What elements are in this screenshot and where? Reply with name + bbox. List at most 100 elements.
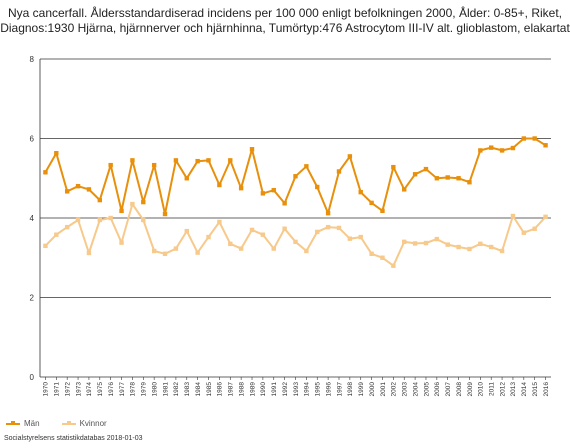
x-tick-label: 1999 xyxy=(358,382,365,397)
legend-item-man[interactable]: Män xyxy=(6,419,40,428)
data-point-0 xyxy=(141,199,146,205)
data-point-1 xyxy=(532,226,537,231)
data-point-1 xyxy=(543,214,548,220)
data-point-0 xyxy=(402,187,407,192)
x-tick-label: 2008 xyxy=(456,382,463,397)
data-point-1 xyxy=(195,250,200,255)
data-point-0 xyxy=(162,211,168,217)
y-tick-label: 8 xyxy=(30,55,35,64)
data-point-0 xyxy=(75,184,81,189)
x-tick-label: 1972 xyxy=(64,382,71,397)
y-tick-label: 2 xyxy=(30,294,35,303)
x-tick-label: 1987 xyxy=(228,382,235,397)
data-point-1 xyxy=(434,236,440,242)
data-point-1 xyxy=(391,263,396,268)
chart-subtitle: Diagnos:1930 Hjärna, hjärnnerver och hjä… xyxy=(0,21,570,35)
data-point-1 xyxy=(228,241,233,247)
x-tick-label: 1996 xyxy=(325,382,332,397)
data-point-0 xyxy=(478,148,483,153)
data-point-0 xyxy=(325,211,331,216)
data-point-0 xyxy=(130,158,135,163)
data-point-1 xyxy=(412,241,418,246)
x-tick-label: 1979 xyxy=(141,382,148,397)
data-point-0 xyxy=(434,176,440,181)
data-point-1 xyxy=(97,217,102,223)
x-tick-label: 1993 xyxy=(293,382,300,397)
data-point-0 xyxy=(543,143,548,148)
y-tick-label: 6 xyxy=(30,135,35,144)
x-tick-label: 2010 xyxy=(478,382,485,397)
data-point-0 xyxy=(228,158,233,163)
data-point-1 xyxy=(141,217,146,223)
data-point-0 xyxy=(293,174,298,179)
data-point-1 xyxy=(402,239,407,245)
x-tick-label: 1988 xyxy=(238,382,245,397)
data-point-1 xyxy=(315,229,320,235)
data-point-1 xyxy=(75,217,81,223)
x-tick-label: 1991 xyxy=(271,382,278,397)
x-tick-label: 2011 xyxy=(489,382,496,396)
x-tick-label: 2015 xyxy=(532,382,539,397)
x-tick-label: 1997 xyxy=(336,382,343,397)
data-point-0 xyxy=(315,184,320,190)
data-point-0 xyxy=(521,136,527,141)
x-tick-label: 1976 xyxy=(108,382,115,397)
x-tick-label: 2016 xyxy=(543,382,550,397)
x-tick-label: 2000 xyxy=(369,382,376,397)
source-note: Socialstyrelsens statistikdatabas 2018-0… xyxy=(4,435,143,442)
data-point-1 xyxy=(336,225,342,231)
data-point-0 xyxy=(532,136,537,141)
data-point-0 xyxy=(423,166,429,172)
data-point-0 xyxy=(369,200,374,206)
data-point-0 xyxy=(271,187,276,193)
data-point-0 xyxy=(391,164,396,170)
data-point-1 xyxy=(510,213,516,219)
data-point-1 xyxy=(151,248,157,254)
data-point-0 xyxy=(456,176,461,181)
data-point-0 xyxy=(217,182,222,188)
x-tick-label: 1984 xyxy=(195,382,202,397)
x-tick-label: 1990 xyxy=(260,382,267,397)
data-point-0 xyxy=(304,164,309,169)
x-tick-label: 1971 xyxy=(54,382,61,397)
data-point-0 xyxy=(380,208,385,214)
x-tick-label: 1985 xyxy=(206,382,213,397)
data-point-0 xyxy=(249,147,255,152)
x-tick-label: 2001 xyxy=(380,382,387,397)
x-tick-label: 1970 xyxy=(43,382,50,397)
data-point-0 xyxy=(43,170,48,175)
legend-item-kvinnor[interactable]: Kvinnor xyxy=(61,419,107,428)
y-tick-label: 4 xyxy=(30,214,35,223)
x-tick-label: 1983 xyxy=(184,382,191,397)
data-point-0 xyxy=(206,158,211,163)
data-point-0 xyxy=(282,201,287,206)
x-tick-label: 1995 xyxy=(315,382,322,397)
chart-title: Nya cancerfall. Åldersstandardiserad inc… xyxy=(0,6,570,36)
data-point-1 xyxy=(260,232,266,237)
data-point-1 xyxy=(206,234,211,240)
data-point-1 xyxy=(304,248,309,254)
data-point-0 xyxy=(173,158,179,163)
x-tick-label: 1974 xyxy=(86,382,93,397)
data-point-0 xyxy=(108,162,113,168)
data-point-1 xyxy=(489,244,494,250)
data-point-0 xyxy=(499,148,505,153)
data-point-1 xyxy=(293,239,298,245)
x-tick-label: 1989 xyxy=(249,382,256,397)
legend-label-kvinnor: Kvinnor xyxy=(79,419,107,428)
data-point-1 xyxy=(456,244,461,250)
data-point-1 xyxy=(271,246,276,251)
data-point-1 xyxy=(119,240,124,245)
x-tick-label: 1994 xyxy=(304,382,311,397)
x-tick-label: 2004 xyxy=(412,382,419,397)
data-point-1 xyxy=(369,251,374,256)
data-point-1 xyxy=(478,241,483,247)
data-point-0 xyxy=(445,175,450,180)
x-tick-label: 2009 xyxy=(467,382,474,397)
data-point-0 xyxy=(489,145,494,150)
data-point-0 xyxy=(238,185,244,191)
data-point-1 xyxy=(64,224,70,230)
data-point-1 xyxy=(249,227,255,233)
data-point-1 xyxy=(521,230,527,235)
x-tick-label: 1982 xyxy=(173,382,180,397)
